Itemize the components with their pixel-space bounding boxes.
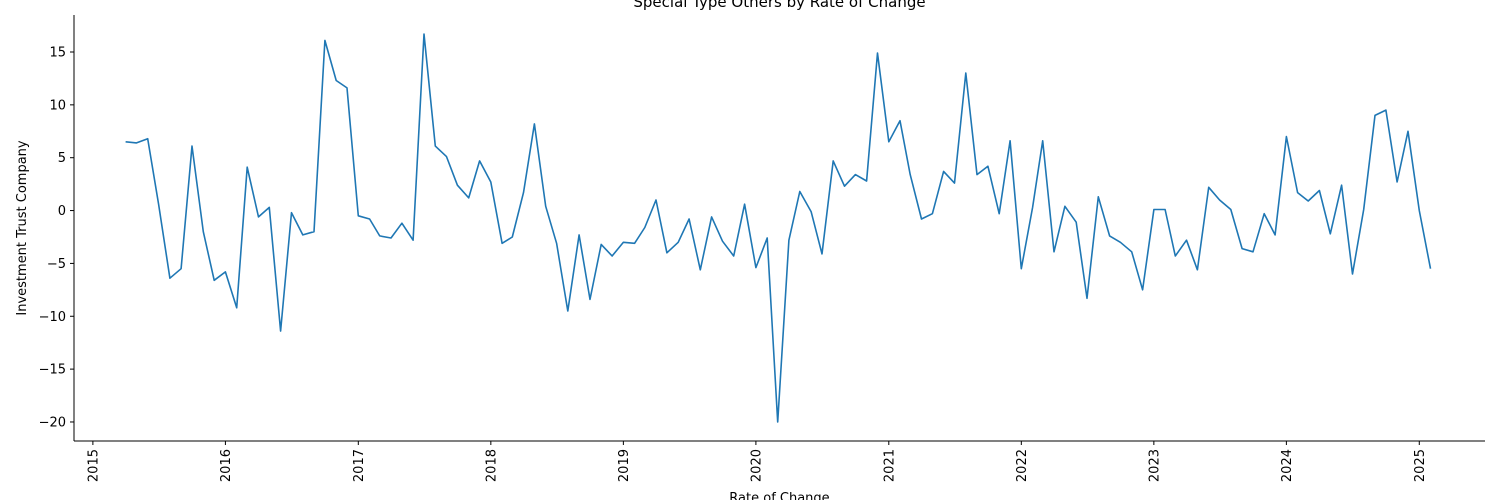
y-tick-label: 10 — [49, 98, 66, 113]
y-axis-label: Investment Trust Company — [15, 140, 30, 316]
y-tick-label: −15 — [39, 363, 66, 378]
y-tick-label: −10 — [39, 310, 66, 325]
plot-area — [125, 33, 1432, 423]
x-tick-label: 2019 — [617, 449, 632, 482]
y-tick-label: −5 — [47, 257, 66, 272]
series-line — [125, 33, 1432, 423]
x-tick-label: 2015 — [86, 449, 101, 482]
x-tick-label: 2024 — [1280, 449, 1295, 482]
x-tick-label: 2020 — [749, 449, 764, 482]
x-tick-label: 2018 — [484, 449, 499, 482]
y-tick-label: −20 — [39, 415, 66, 430]
x-tick-label: 2022 — [1015, 449, 1030, 482]
x-tick-label: 2025 — [1413, 449, 1428, 482]
y-tick-label: 0 — [58, 204, 66, 219]
y-axis: −20 −15 −10 −5 0 5 10 15 — [39, 45, 74, 430]
y-tick-label: 15 — [49, 45, 66, 60]
x-tick-label: 2017 — [352, 449, 367, 482]
x-tick-label: 2021 — [882, 449, 897, 482]
chart-title: Special Type Others by Rate of Change — [633, 0, 925, 11]
y-tick-label: 5 — [58, 151, 66, 166]
x-tick-label: 2023 — [1147, 449, 1162, 482]
x-axis-label: Rate of Change — [729, 491, 829, 500]
x-axis: 2015 2016 2017 2018 2019 2020 2021 2022 2023 2024… — [86, 441, 1428, 482]
x-tick-label: 2016 — [219, 449, 234, 482]
